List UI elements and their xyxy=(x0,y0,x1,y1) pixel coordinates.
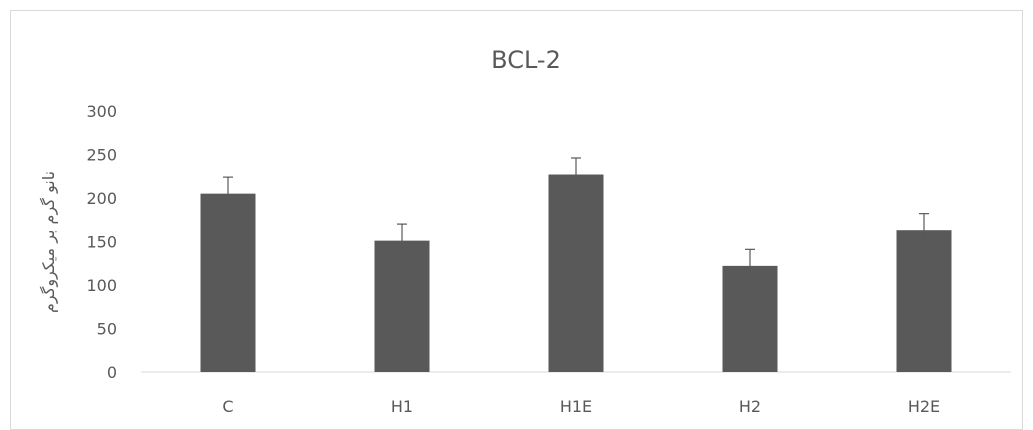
bar-c xyxy=(200,193,256,372)
y-tick-label: 200 xyxy=(86,189,117,208)
y-tick-label: 300 xyxy=(86,102,117,121)
x-tick-label: H1E xyxy=(560,397,592,416)
chart-frame xyxy=(10,10,1023,430)
x-tick-label: C xyxy=(222,397,233,416)
bars xyxy=(200,157,952,372)
error-bar-h1 xyxy=(397,223,407,258)
bar-h2e xyxy=(896,230,952,372)
y-tick-label: 100 xyxy=(86,276,117,295)
x-tick-label: H2E xyxy=(908,397,940,416)
y-axis-ticks: 0 50 100 150 200 250 300 xyxy=(86,102,117,382)
error-bar-h2e xyxy=(919,213,929,248)
y-tick-label: 0 xyxy=(107,363,117,382)
x-tick-label: H1 xyxy=(391,397,413,416)
bar-h1 xyxy=(374,240,430,372)
y-tick-label: 50 xyxy=(97,320,117,339)
bar-h2 xyxy=(722,265,778,372)
error-bar-h2 xyxy=(745,248,755,283)
chart-title: BCL-2 xyxy=(491,46,561,74)
error-bar-h1e xyxy=(571,157,581,192)
y-axis-label: نانو گرم بر میکروگرم xyxy=(39,171,59,313)
error-bar-c xyxy=(223,176,233,211)
y-tick-label: 150 xyxy=(86,233,117,252)
bar-h1e xyxy=(548,174,604,372)
x-tick-label: H2 xyxy=(739,397,761,416)
y-tick-label: 250 xyxy=(86,146,117,165)
x-axis-ticks: C H1 H1E H2 H2E xyxy=(222,397,940,416)
